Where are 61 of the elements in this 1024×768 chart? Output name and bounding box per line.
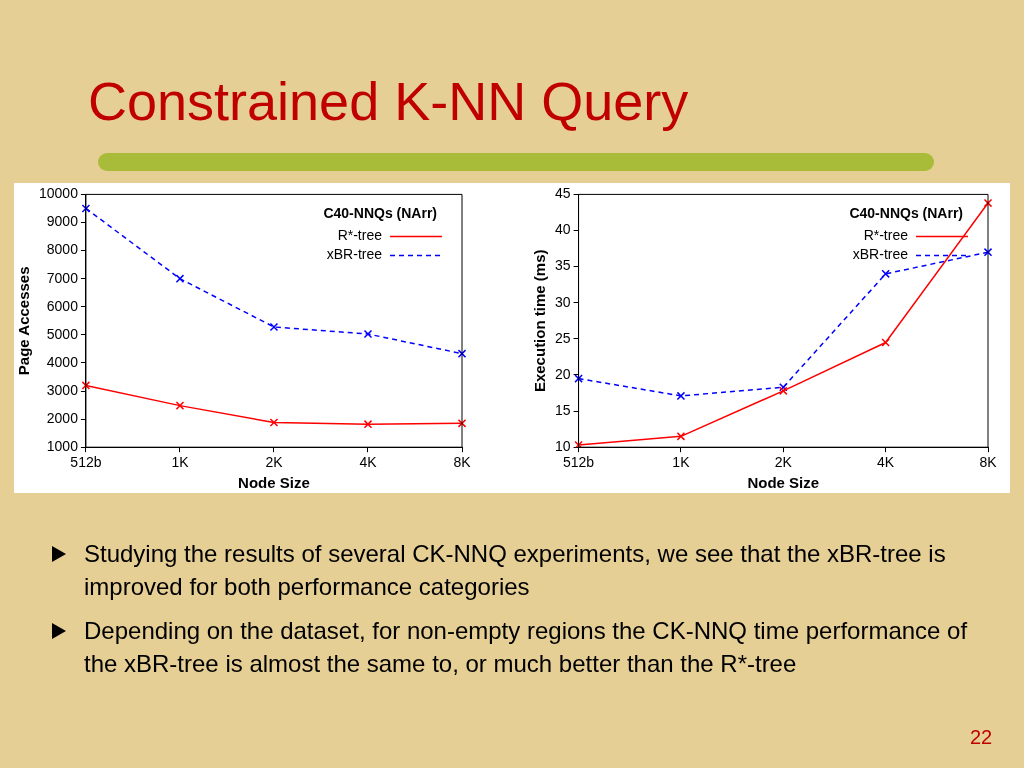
x-tick-label: 4K (359, 454, 378, 471)
x-axis-title: Node Size (238, 474, 310, 492)
legend-label: R*-tree (337, 227, 383, 244)
y-tick-label: 4000 (46, 353, 79, 370)
y-axis-title: Page Accesses (15, 266, 33, 376)
y-tick-label: 15 (554, 401, 571, 418)
y-tick-label: 8000 (46, 241, 79, 258)
y-axis-title: Execution time (ms) (531, 249, 549, 393)
text: 22 (970, 726, 993, 749)
legend-title: C40-NNQs (NArr) (849, 205, 963, 222)
legend-label: xBR-tree (852, 246, 909, 263)
x-tick-label: 2K (265, 454, 284, 471)
point (881, 338, 890, 347)
text: Studying the results of several CK-NNQ experiments, we see that the xBR-tree is improved for both performance categories (84, 539, 947, 602)
y-tick-label: 2000 (46, 409, 79, 426)
point (574, 374, 583, 383)
x-tick-label: 4K (877, 454, 895, 471)
point (81, 204, 91, 213)
x-tick-label: 512b (70, 454, 102, 471)
text: Constrained K-NN Query (88, 70, 689, 132)
point (779, 382, 788, 392)
point (676, 391, 686, 401)
y-tick-label: 25 (554, 329, 571, 346)
point (269, 418, 279, 427)
x-tick-label: 512b (562, 454, 595, 471)
y-tick-label: 35 (554, 257, 571, 274)
point (983, 198, 993, 208)
point (175, 401, 185, 410)
x-axis-title: Node Size (747, 474, 820, 492)
y-tick-label: 10000 (38, 185, 79, 202)
y-tick-label: 10 (554, 438, 571, 455)
y-tick-label: 7000 (46, 269, 79, 286)
x-tick-label: 1K (672, 454, 691, 471)
y-tick-label: 6000 (46, 297, 79, 314)
x-tick-label: 8K (453, 454, 472, 471)
text: Depending on the dataset, for non-empty regions the CK-NNQ time performance of the xBR-tree is almost the same to, or much better than the R*-tree (84, 616, 969, 679)
y-tick-label: 20 (554, 365, 571, 382)
point (676, 432, 686, 441)
x-tick-label: 1K (171, 454, 190, 471)
point (983, 247, 993, 257)
y-tick-label: 5000 (46, 325, 79, 342)
y-tick-label: 9000 (46, 213, 79, 230)
y-tick-label: 3000 (46, 381, 79, 398)
legend-title: C40-NNQs (NArr) (323, 205, 437, 222)
legend-label: R*-tree (863, 227, 909, 244)
y-tick-label: 1000 (46, 438, 79, 455)
point (457, 419, 467, 428)
y-tick-label: 40 (554, 221, 571, 238)
y-tick-label: 30 (554, 293, 571, 310)
point (779, 386, 788, 396)
legend-label: xBR-tree (326, 246, 383, 263)
point (81, 381, 91, 390)
point (269, 322, 279, 332)
point (457, 349, 467, 358)
x-tick-label: 8K (979, 454, 998, 471)
point (881, 269, 890, 279)
x-tick-label: 2K (774, 454, 793, 471)
point (363, 329, 373, 339)
point (363, 419, 373, 429)
point (175, 274, 185, 283)
y-tick-label: 45 (554, 185, 571, 202)
